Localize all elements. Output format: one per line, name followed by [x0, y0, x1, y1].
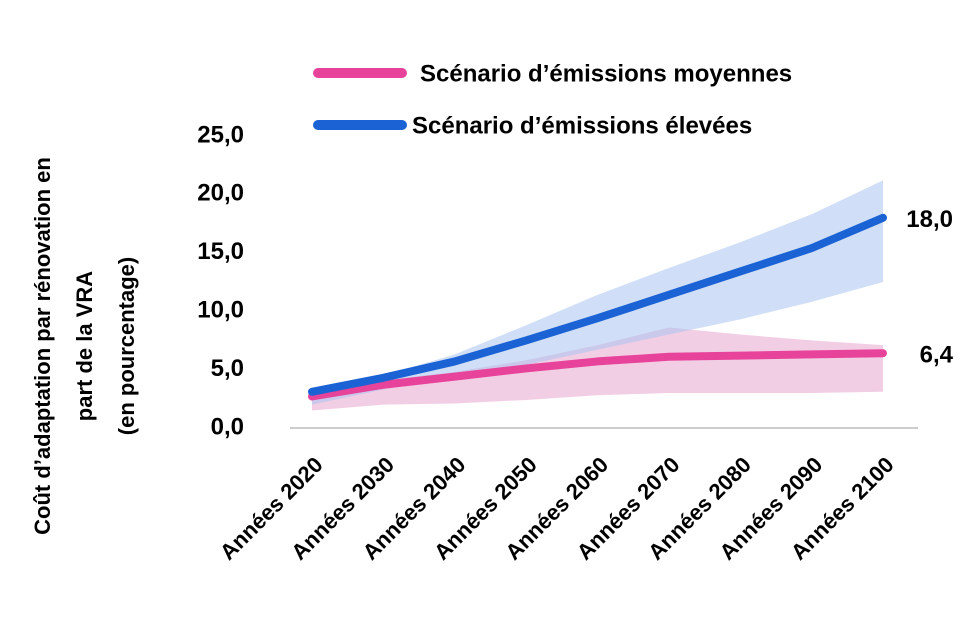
y-tick-label: 25,0: [197, 121, 244, 148]
y-tick-label: 0,0: [211, 413, 244, 440]
legend-label: Scénario d’émissions moyennes: [420, 60, 792, 87]
data-label: 18,0: [906, 206, 953, 233]
y-tick-label: 15,0: [197, 238, 244, 265]
y-tick-label: 20,0: [197, 180, 244, 207]
data-label: 6,4: [920, 342, 954, 369]
y-axis-title: (en pourcentage): [114, 257, 139, 435]
legend-label: Scénario d’émissions élevées: [412, 112, 752, 139]
series-line: [308, 213, 887, 396]
y-axis-title: Coût d’adaptation par rénovation en: [30, 157, 55, 535]
series-line: [308, 349, 887, 401]
y-tick-label: 5,0: [211, 355, 244, 382]
y-axis-title: part de la VRA: [72, 271, 97, 421]
uncertainty-band: [312, 327, 883, 411]
y-tick-label: 10,0: [197, 297, 244, 324]
